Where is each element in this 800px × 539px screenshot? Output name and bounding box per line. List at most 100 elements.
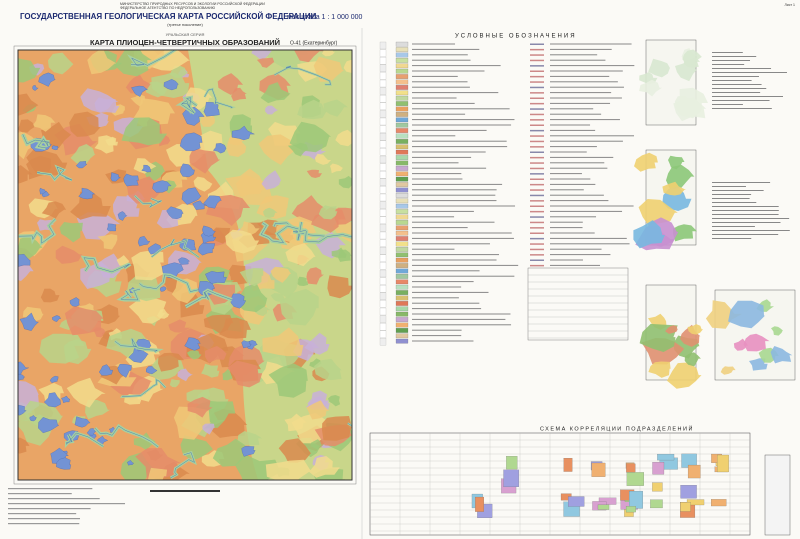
symbol-line: [530, 75, 544, 78]
symbol-text: [550, 124, 591, 126]
age-column: [379, 216, 387, 224]
age-column: [379, 186, 387, 194]
geologic-unit: [306, 169, 322, 178]
inset-zone: [675, 87, 708, 119]
age-column: [379, 285, 387, 293]
lake-plain: [78, 187, 96, 200]
inset-note: [712, 226, 755, 227]
geologic-unit: [270, 266, 292, 283]
legend-text-line: [412, 178, 463, 180]
lake-plain: [166, 206, 184, 219]
lake-plain: [241, 340, 252, 349]
legend-swatch: [395, 187, 409, 193]
lake-plain: [38, 417, 60, 434]
correlation-scheme: [369, 432, 791, 536]
lake-plain: [141, 164, 151, 173]
legend-swatch: [395, 171, 409, 177]
footnote-line: [8, 498, 100, 500]
correlation-unit: [652, 462, 665, 475]
river: [122, 379, 166, 397]
inset-note: [712, 230, 790, 231]
geologic-unit: [212, 438, 251, 467]
inset-zone: [639, 79, 663, 97]
legend-swatch: [395, 176, 409, 182]
inset-zone: [667, 362, 702, 389]
age-column: [379, 171, 387, 179]
legend-swatch: [395, 144, 409, 150]
river: [120, 288, 141, 301]
scale-bar: [150, 490, 220, 492]
age-column: [379, 330, 387, 338]
geologic-unit: [307, 390, 330, 409]
symbol-text: [550, 194, 604, 196]
footnote-line: [8, 488, 93, 490]
correlation-title: СХЕМА КОРРЕЛЯЦИИ ПОДРАЗДЕЛЕНИЙ: [540, 424, 694, 432]
symbol-line: [530, 173, 544, 175]
lake-plain: [146, 366, 158, 375]
legend-swatch: [395, 295, 409, 301]
symbol-text: [550, 156, 614, 158]
correlation-unit: [680, 502, 691, 512]
inset-note: [712, 56, 757, 57]
inset-note: [712, 60, 751, 61]
inset-note: [712, 92, 761, 93]
legend-text-line: [412, 183, 503, 185]
lake-plain: [180, 163, 195, 178]
lake-plain: [41, 191, 51, 198]
geologic-unit: [133, 432, 156, 450]
legend-text-line: [412, 264, 519, 266]
legend-swatch: [395, 106, 409, 112]
inset-note: [712, 190, 764, 191]
legend-text-line: [412, 43, 456, 45]
legend-swatch: [395, 263, 409, 268]
symbol-line: [530, 178, 544, 180]
correlation-unit: [598, 497, 617, 505]
legend-swatch: [395, 117, 409, 123]
legend-text-line: [412, 124, 512, 126]
legend-text-line: [412, 173, 462, 175]
legend-swatch: [395, 139, 409, 144]
river: [131, 50, 176, 66]
correlation-unit: [687, 464, 701, 479]
inset-zone: [675, 61, 698, 82]
geologic-unit: [148, 467, 168, 480]
lake-plain: [18, 361, 29, 375]
legend-swatch: [395, 306, 409, 312]
lake-plain: [197, 242, 216, 256]
legend-swatch: [395, 279, 409, 285]
geologic-unit: [314, 358, 342, 381]
lake-plain: [69, 297, 80, 307]
legend-swatch: [395, 90, 409, 96]
symbol-line: [530, 97, 544, 99]
legend-text-line: [412, 243, 490, 245]
symbol-text: [550, 146, 597, 148]
lake-plain: [182, 106, 205, 126]
symbol-text: [550, 232, 595, 234]
inset-note: [712, 108, 772, 109]
lake-plain: [18, 254, 31, 267]
geologic-unit: [261, 170, 282, 190]
geologic-unit: [69, 111, 101, 137]
symbol-text: [550, 254, 611, 256]
symbol-text: [550, 102, 611, 104]
geologic-unit: [260, 82, 291, 104]
inset-note: [712, 214, 779, 215]
legend-swatch: [395, 52, 409, 58]
lake-plain: [202, 225, 216, 237]
inset-note: [712, 210, 779, 211]
symbol-line: [530, 92, 544, 94]
inset-zone: [728, 300, 765, 329]
legend-swatch: [395, 241, 409, 247]
symbol-line: [530, 237, 544, 240]
lake-plain: [29, 415, 38, 422]
correlation-unit: [563, 457, 573, 472]
correlation-unit: [626, 472, 644, 486]
lake-plain: [98, 364, 114, 376]
legend-text-line: [412, 318, 506, 320]
river: [185, 290, 232, 307]
geologic-unit: [18, 165, 33, 184]
lake-plain: [61, 395, 71, 403]
geologic-unit: [18, 235, 43, 259]
legend-swatch: [395, 198, 409, 204]
geologic-unit: [59, 222, 83, 243]
